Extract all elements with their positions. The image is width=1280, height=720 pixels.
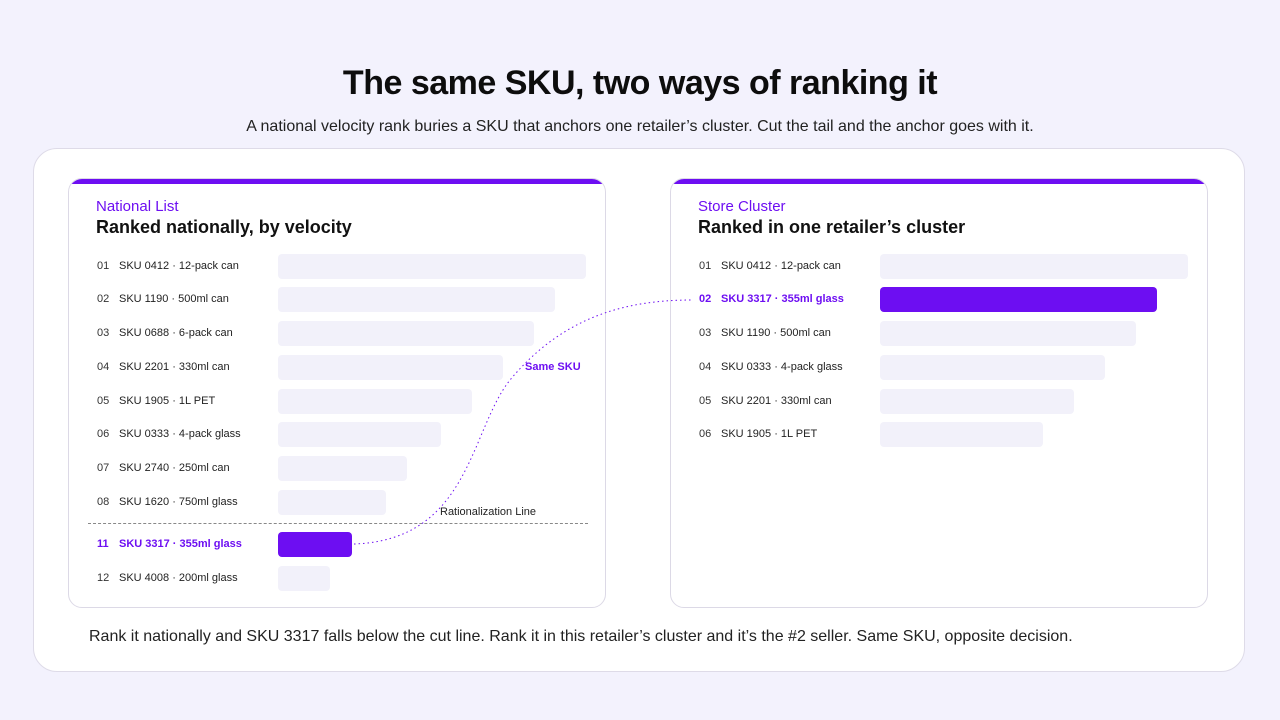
bar bbox=[278, 321, 534, 346]
rank-number: 12 bbox=[97, 572, 110, 584]
bar bbox=[278, 254, 586, 279]
store-cluster-panel: Store Cluster Ranked in one retailer’s c… bbox=[670, 178, 1208, 608]
rationalization-line bbox=[88, 523, 588, 524]
rank-number: 01 bbox=[97, 260, 110, 272]
bar bbox=[278, 355, 503, 380]
panel-kicker: Store Cluster bbox=[698, 198, 786, 215]
rank-number: 07 bbox=[97, 462, 110, 474]
page-title: The same SKU, two ways of ranking it bbox=[342, 64, 938, 102]
rank-number: 02 bbox=[97, 293, 110, 305]
panel-title: Ranked nationally, by velocity bbox=[96, 217, 352, 237]
bar bbox=[880, 321, 1136, 346]
bar bbox=[278, 490, 386, 515]
bar bbox=[278, 389, 472, 414]
sku-label: SKU 0412 · 12-pack can bbox=[721, 260, 841, 272]
bar bbox=[278, 566, 330, 591]
panel-accent-bar bbox=[671, 179, 1207, 184]
rank-number: 05 bbox=[699, 395, 712, 407]
sku-label: SKU 2201 · 330ml can bbox=[119, 361, 230, 373]
rationalization-line-label: Rationalization Line bbox=[440, 506, 537, 518]
bar bbox=[880, 355, 1105, 380]
rank-number: 08 bbox=[97, 496, 110, 508]
caption: Rank it nationally and SKU 3317 falls be… bbox=[89, 628, 1073, 645]
sku-label: SKU 3317 · 355ml glass bbox=[721, 293, 844, 305]
panel-title: Ranked in one retailer’s cluster bbox=[698, 217, 966, 237]
bar bbox=[880, 422, 1043, 447]
sku-label: SKU 1190 · 500ml can bbox=[721, 327, 831, 339]
rank-number: 04 bbox=[699, 361, 712, 373]
sku-label: SKU 1905 · 1L PET bbox=[119, 395, 216, 407]
sku-label: SKU 0333 · 4-pack glass bbox=[721, 361, 843, 373]
sku-label: SKU 2740 · 250ml can bbox=[119, 462, 230, 474]
rank-number: 03 bbox=[699, 327, 712, 339]
page-subtitle: A national velocity rank buries a SKU th… bbox=[246, 118, 1034, 135]
bar bbox=[278, 456, 407, 481]
panel-kicker: National List bbox=[96, 198, 179, 215]
rank-number: 01 bbox=[699, 260, 712, 272]
rank-number: 05 bbox=[97, 395, 110, 407]
bar bbox=[880, 389, 1074, 414]
rank-number: 04 bbox=[97, 361, 110, 373]
rank-number: 03 bbox=[97, 327, 110, 339]
rank-number: 02 bbox=[699, 293, 712, 305]
bar bbox=[278, 422, 441, 447]
panel-accent-bar bbox=[69, 179, 605, 184]
rank-number: 11 bbox=[97, 538, 109, 550]
sku-label: SKU 4008 · 200ml glass bbox=[119, 572, 238, 584]
highlighted-bar bbox=[278, 532, 352, 557]
bar bbox=[278, 287, 555, 312]
sku-label: SKU 0688 · 6-pack can bbox=[119, 327, 233, 339]
sku-label: SKU 0412 · 12-pack can bbox=[119, 260, 239, 272]
sku-label: SKU 3317 · 355ml glass bbox=[119, 538, 242, 550]
sku-label: SKU 2201 · 330ml can bbox=[721, 395, 832, 407]
sku-label: SKU 0333 · 4-pack glass bbox=[119, 428, 241, 440]
sku-label: SKU 1190 · 500ml can bbox=[119, 293, 229, 305]
highlighted-bar bbox=[880, 287, 1157, 312]
rank-number: 06 bbox=[699, 428, 712, 440]
same-sku-label: Same SKU bbox=[525, 361, 581, 373]
bar bbox=[880, 254, 1188, 279]
sku-label: SKU 1620 · 750ml glass bbox=[119, 496, 238, 508]
national-list-panel: National List Ranked nationally, by velo… bbox=[68, 178, 606, 608]
rank-number: 06 bbox=[97, 428, 110, 440]
sku-label: SKU 1905 · 1L PET bbox=[721, 428, 818, 440]
